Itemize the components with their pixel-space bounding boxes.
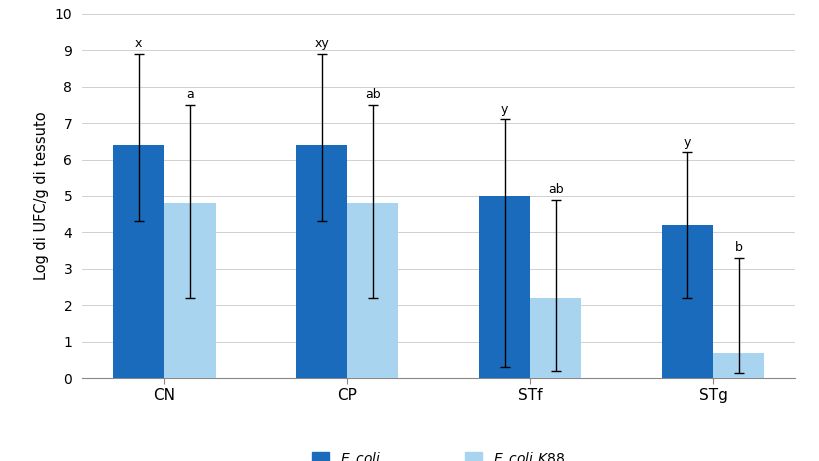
Bar [164,203,215,378]
Legend: $\it{E.coli}$, $\it{E. coli\ K88}$: $\it{E.coli}$, $\it{E. coli\ K88}$ [305,444,571,461]
Text: y: y [500,103,508,116]
Text: x: x [135,37,143,50]
Bar [530,298,581,378]
Bar [713,353,763,378]
Bar [296,145,346,378]
Bar [661,225,713,378]
Bar [113,145,164,378]
Bar [478,196,530,378]
Bar [346,203,398,378]
Text: xy: xy [314,37,328,50]
Y-axis label: Log di UFC/g di tessuto: Log di UFC/g di tessuto [34,112,49,280]
Text: b: b [734,241,742,254]
Text: ab: ab [364,88,380,101]
Text: ab: ab [547,183,563,196]
Text: y: y [683,136,690,148]
Text: a: a [186,88,193,101]
